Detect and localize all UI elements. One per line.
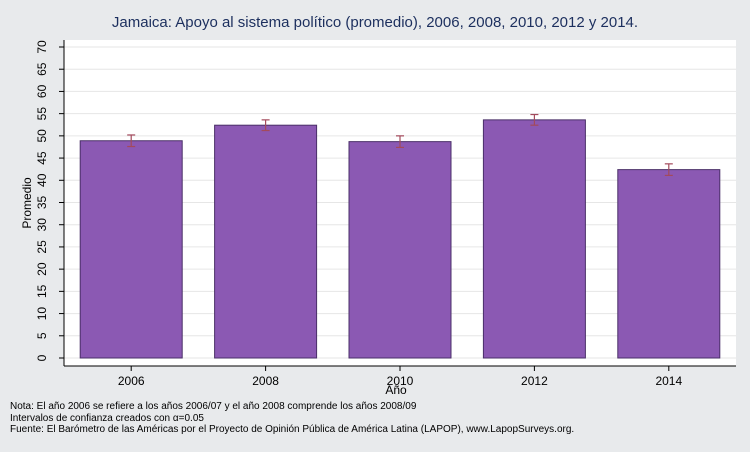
y-tick-label: 10: [35, 307, 49, 321]
y-tick-label: 65: [35, 62, 49, 76]
y-axis-label: Promedio: [20, 177, 34, 229]
y-tick-label: 20: [35, 262, 49, 276]
y-tick-label: 60: [35, 84, 49, 98]
y-tick-label: 35: [35, 196, 49, 210]
y-tick-label: 25: [35, 240, 49, 254]
y-tick-label: 15: [35, 284, 49, 298]
x-tick-label: 2006: [118, 374, 145, 388]
note-line: Intervalos de confianza creados con α=0.…: [10, 412, 204, 424]
source-line: Fuente: El Barómetro de las Américas por…: [10, 424, 575, 435]
x-tick-label: 2008: [252, 374, 279, 388]
y-tick-label: 0: [35, 354, 49, 361]
y-tick-label: 30: [35, 218, 49, 232]
bar: [482, 119, 586, 359]
x-tick-label: 2014: [655, 374, 682, 388]
bars: [79, 119, 721, 359]
bar: [214, 124, 318, 359]
x-ticks: 2006 2008 2010 2012 2014: [118, 366, 682, 388]
x-tick-label: 2010: [387, 374, 414, 388]
bar: [79, 140, 183, 359]
y-tick-label: 50: [35, 129, 49, 143]
bar: [617, 169, 721, 359]
x-tick-label: 2012: [521, 374, 548, 388]
bar: [348, 141, 452, 359]
chart-title: Jamaica: Apoyo al sistema político (prom…: [111, 14, 639, 31]
note-line: Nota: El año 2006 se refiere a los años …: [10, 401, 417, 412]
x-axis-label: Año: [385, 383, 407, 397]
chart-notes: Nota: El año 2006 se refiere a los años …: [10, 401, 574, 436]
y-tick-label: 5: [35, 332, 49, 339]
bar-chart: 0 5 10 15 20 25 30 35 40 45 50 55 60 65 70 2006 2008 201…: [20, 40, 736, 397]
error-bars: [127, 113, 673, 176]
y-ticks: 0 5 10 15 20 25 30 35 40 45 50 55 60 65 70: [35, 40, 64, 361]
y-tick-label: 45: [35, 151, 49, 165]
y-tick-label: 55: [35, 107, 49, 121]
y-tick-label: 70: [35, 40, 49, 54]
y-tick-label: 40: [35, 173, 49, 187]
